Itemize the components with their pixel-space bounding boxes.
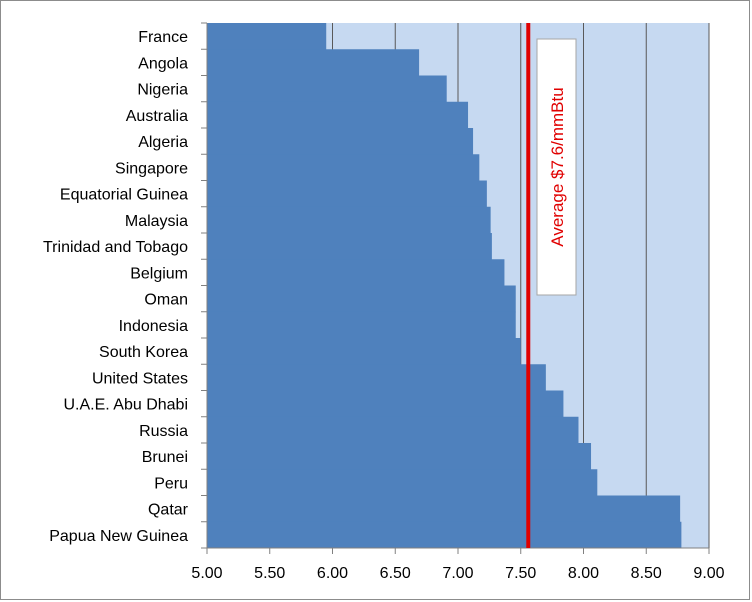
x-tick-label: 6.50 bbox=[380, 565, 411, 582]
bar bbox=[207, 101, 469, 129]
bar bbox=[207, 469, 598, 496]
x-axis: 5.00 5.50 6.00 6.50 7.00 7.50 8.00 8.50 9.00 bbox=[191, 22, 725, 582]
bar bbox=[207, 311, 516, 339]
category-label: Peru bbox=[154, 475, 188, 492]
average-label-box bbox=[536, 38, 577, 296]
category-label: Equatorial Guinea bbox=[60, 187, 188, 204]
category-label: United States bbox=[92, 370, 188, 387]
category-label: Australia bbox=[126, 108, 188, 125]
x-tick-label: 5.50 bbox=[254, 565, 285, 582]
bar bbox=[207, 521, 682, 549]
category-label: Qatar bbox=[148, 502, 189, 519]
category-label: Indonesia bbox=[119, 318, 188, 335]
bar bbox=[207, 259, 505, 286]
category-label: Papua New Guinea bbox=[49, 528, 188, 545]
bar bbox=[207, 154, 480, 181]
bar bbox=[207, 390, 564, 418]
category-label: Trinidad and Tobago bbox=[43, 239, 188, 256]
category-label: Singapore bbox=[115, 160, 188, 177]
x-tick-label: 6.00 bbox=[317, 565, 348, 582]
bar bbox=[207, 75, 447, 103]
category-label: France bbox=[138, 29, 188, 46]
x-tick-label: 8.50 bbox=[631, 565, 662, 582]
category-label: Belgium bbox=[130, 265, 188, 282]
bar bbox=[207, 443, 592, 470]
category-label: Brunei bbox=[142, 449, 188, 466]
category-label: Oman bbox=[144, 292, 188, 309]
bar bbox=[207, 495, 681, 523]
bar bbox=[207, 23, 327, 50]
bar bbox=[207, 338, 521, 365]
bar bbox=[207, 233, 492, 260]
bar bbox=[207, 180, 487, 208]
bar bbox=[207, 128, 474, 155]
category-labels: France Angola Nigeria Australia Algeria Singa… bbox=[43, 29, 189, 545]
category-label: Nigeria bbox=[137, 82, 188, 99]
bar bbox=[207, 285, 516, 313]
category-label: U.A.E. Abu Dhabi bbox=[63, 397, 188, 414]
bar bbox=[207, 206, 491, 234]
bar bbox=[207, 364, 546, 391]
category-label: Algeria bbox=[138, 134, 188, 151]
x-tick-label: 8.00 bbox=[568, 565, 599, 582]
category-label: South Korea bbox=[99, 344, 188, 361]
x-tick-label: 9.00 bbox=[693, 565, 724, 582]
category-label: Russia bbox=[139, 423, 188, 440]
x-tick-label: 7.50 bbox=[505, 565, 536, 582]
bar bbox=[207, 416, 579, 444]
x-tick-label: 5.00 bbox=[191, 565, 222, 582]
category-label: Malaysia bbox=[125, 213, 188, 230]
bars bbox=[207, 23, 682, 549]
average-label: Average $7.6/mmBtu bbox=[548, 87, 567, 246]
x-tick-label: 7.00 bbox=[442, 565, 473, 582]
bar bbox=[207, 49, 420, 76]
category-label: Angola bbox=[138, 55, 188, 72]
average-marker: Average $7.6/mmBtu bbox=[526, 23, 577, 548]
